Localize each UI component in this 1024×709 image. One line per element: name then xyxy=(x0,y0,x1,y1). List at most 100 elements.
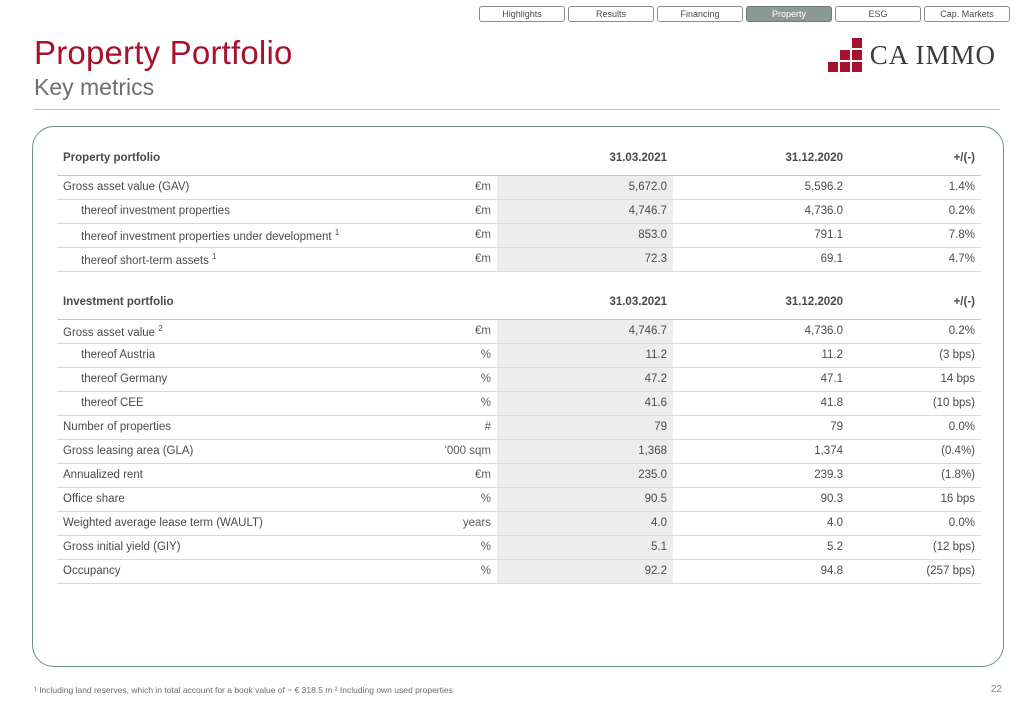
row-unit: €m xyxy=(398,319,497,343)
row-current: 41.6 xyxy=(497,391,673,415)
row-label: thereof Austria xyxy=(57,343,398,367)
row-current: 4,746.7 xyxy=(497,319,673,343)
row-prior: 4,736.0 xyxy=(673,319,849,343)
col-current: 31.03.2021 xyxy=(497,141,673,175)
row-delta: 7.8% xyxy=(849,223,981,247)
row-unit: # xyxy=(398,415,497,439)
row-label: Gross initial yield (GIY) xyxy=(57,535,398,559)
row-label: Gross asset value 2 xyxy=(57,319,398,343)
page-number: 22 xyxy=(991,684,1002,695)
row-label: Occupancy xyxy=(57,559,398,583)
col-prior: 31.12.2020 xyxy=(673,285,849,319)
table-row: thereof Germany%47.247.114 bps xyxy=(57,367,981,391)
row-unit: €m xyxy=(398,463,497,487)
metrics-panel: Property portfolio31.03.202131.12.2020+/… xyxy=(32,126,1004,667)
row-label: Weighted average lease term (WAULT) xyxy=(57,511,398,535)
row-delta: (257 bps) xyxy=(849,559,981,583)
col-prior: 31.12.2020 xyxy=(673,141,849,175)
tab-esg[interactable]: ESG xyxy=(835,6,921,22)
row-prior: 94.8 xyxy=(673,559,849,583)
row-prior: 47.1 xyxy=(673,367,849,391)
row-prior: 5.2 xyxy=(673,535,849,559)
row-delta: 16 bps xyxy=(849,487,981,511)
row-prior: 5,596.2 xyxy=(673,175,849,199)
tab-highlights[interactable]: Highlights xyxy=(479,6,565,22)
row-delta: 0.0% xyxy=(849,415,981,439)
table-row: thereof investment properties€m4,746.74,… xyxy=(57,199,981,223)
row-prior: 239.3 xyxy=(673,463,849,487)
row-label: Number of properties xyxy=(57,415,398,439)
col-current: 31.03.2021 xyxy=(497,285,673,319)
table-row: Number of properties#79790.0% xyxy=(57,415,981,439)
table-row: thereof short-term assets 1€m72.369.14.7… xyxy=(57,247,981,271)
row-delta: 1.4% xyxy=(849,175,981,199)
row-prior: 1,374 xyxy=(673,439,849,463)
row-label: Office share xyxy=(57,487,398,511)
row-unit: % xyxy=(398,487,497,511)
row-delta: (3 bps) xyxy=(849,343,981,367)
row-current: 5,672.0 xyxy=(497,175,673,199)
row-current: 235.0 xyxy=(497,463,673,487)
row-unit: % xyxy=(398,343,497,367)
row-prior: 79 xyxy=(673,415,849,439)
row-current: 853.0 xyxy=(497,223,673,247)
row-delta: 0.2% xyxy=(849,199,981,223)
row-current: 92.2 xyxy=(497,559,673,583)
row-prior: 4.0 xyxy=(673,511,849,535)
table-row: Gross asset value (GAV)€m5,672.05,596.21… xyxy=(57,175,981,199)
row-prior: 69.1 xyxy=(673,247,849,271)
section-header: Property portfolio 31.03.202131.12.2020+/… xyxy=(57,141,981,175)
tab-results[interactable]: Results xyxy=(568,6,654,22)
row-label: thereof CEE xyxy=(57,391,398,415)
tab-financing[interactable]: Financing xyxy=(657,6,743,22)
row-label: thereof short-term assets 1 xyxy=(57,247,398,271)
row-unit: years xyxy=(398,511,497,535)
row-label: thereof Germany xyxy=(57,367,398,391)
row-current: 4,746.7 xyxy=(497,199,673,223)
metrics-table: Property portfolio31.03.202131.12.2020+/… xyxy=(57,141,981,584)
table-row: Gross leasing area (GLA)'000 sqm1,3681,3… xyxy=(57,439,981,463)
table-row: thereof CEE%41.641.8(10 bps) xyxy=(57,391,981,415)
row-delta: 4.7% xyxy=(849,247,981,271)
row-current: 72.3 xyxy=(497,247,673,271)
row-label: Gross leasing area (GLA) xyxy=(57,439,398,463)
page-title: Property Portfolio xyxy=(34,34,1000,72)
table-row: Office share%90.590.316 bps xyxy=(57,487,981,511)
table-row: thereof Austria%11.211.2(3 bps) xyxy=(57,343,981,367)
section-header: Investment portfolio 31.03.202131.12.2020… xyxy=(57,285,981,319)
row-unit: €m xyxy=(398,199,497,223)
row-unit: €m xyxy=(398,247,497,271)
row-unit: '000 sqm xyxy=(398,439,497,463)
top-nav: HighlightsResultsFinancingPropertyESGCap… xyxy=(479,6,1010,22)
row-label: thereof investment properties xyxy=(57,199,398,223)
row-delta: (0.4%) xyxy=(849,439,981,463)
row-unit: % xyxy=(398,367,497,391)
row-unit: €m xyxy=(398,223,497,247)
row-current: 1,368 xyxy=(497,439,673,463)
page-subtitle: Key metrics xyxy=(34,74,1000,101)
table-row: thereof investment properties under deve… xyxy=(57,223,981,247)
row-current: 11.2 xyxy=(497,343,673,367)
row-unit: €m xyxy=(398,175,497,199)
table-row: Gross initial yield (GIY)%5.15.2(12 bps) xyxy=(57,535,981,559)
row-current: 90.5 xyxy=(497,487,673,511)
header-divider xyxy=(34,109,1000,110)
row-delta: (1.8%) xyxy=(849,463,981,487)
tab-cap-markets[interactable]: Cap. Markets xyxy=(924,6,1010,22)
row-delta: 0.0% xyxy=(849,511,981,535)
row-current: 47.2 xyxy=(497,367,673,391)
section-title: Property portfolio xyxy=(57,141,398,175)
row-unit: % xyxy=(398,391,497,415)
row-delta: (10 bps) xyxy=(849,391,981,415)
row-prior: 791.1 xyxy=(673,223,849,247)
row-label: thereof investment properties under deve… xyxy=(57,223,398,247)
col-delta: +/(-) xyxy=(849,141,981,175)
tab-property[interactable]: Property xyxy=(746,6,832,22)
footnote: ¹ Including land reserves, which in tota… xyxy=(34,685,453,695)
col-delta: +/(-) xyxy=(849,285,981,319)
table-row: Gross asset value 2€m4,746.74,736.00.2% xyxy=(57,319,981,343)
row-delta: 14 bps xyxy=(849,367,981,391)
row-unit: % xyxy=(398,535,497,559)
row-prior: 90.3 xyxy=(673,487,849,511)
section-title: Investment portfolio xyxy=(57,285,398,319)
